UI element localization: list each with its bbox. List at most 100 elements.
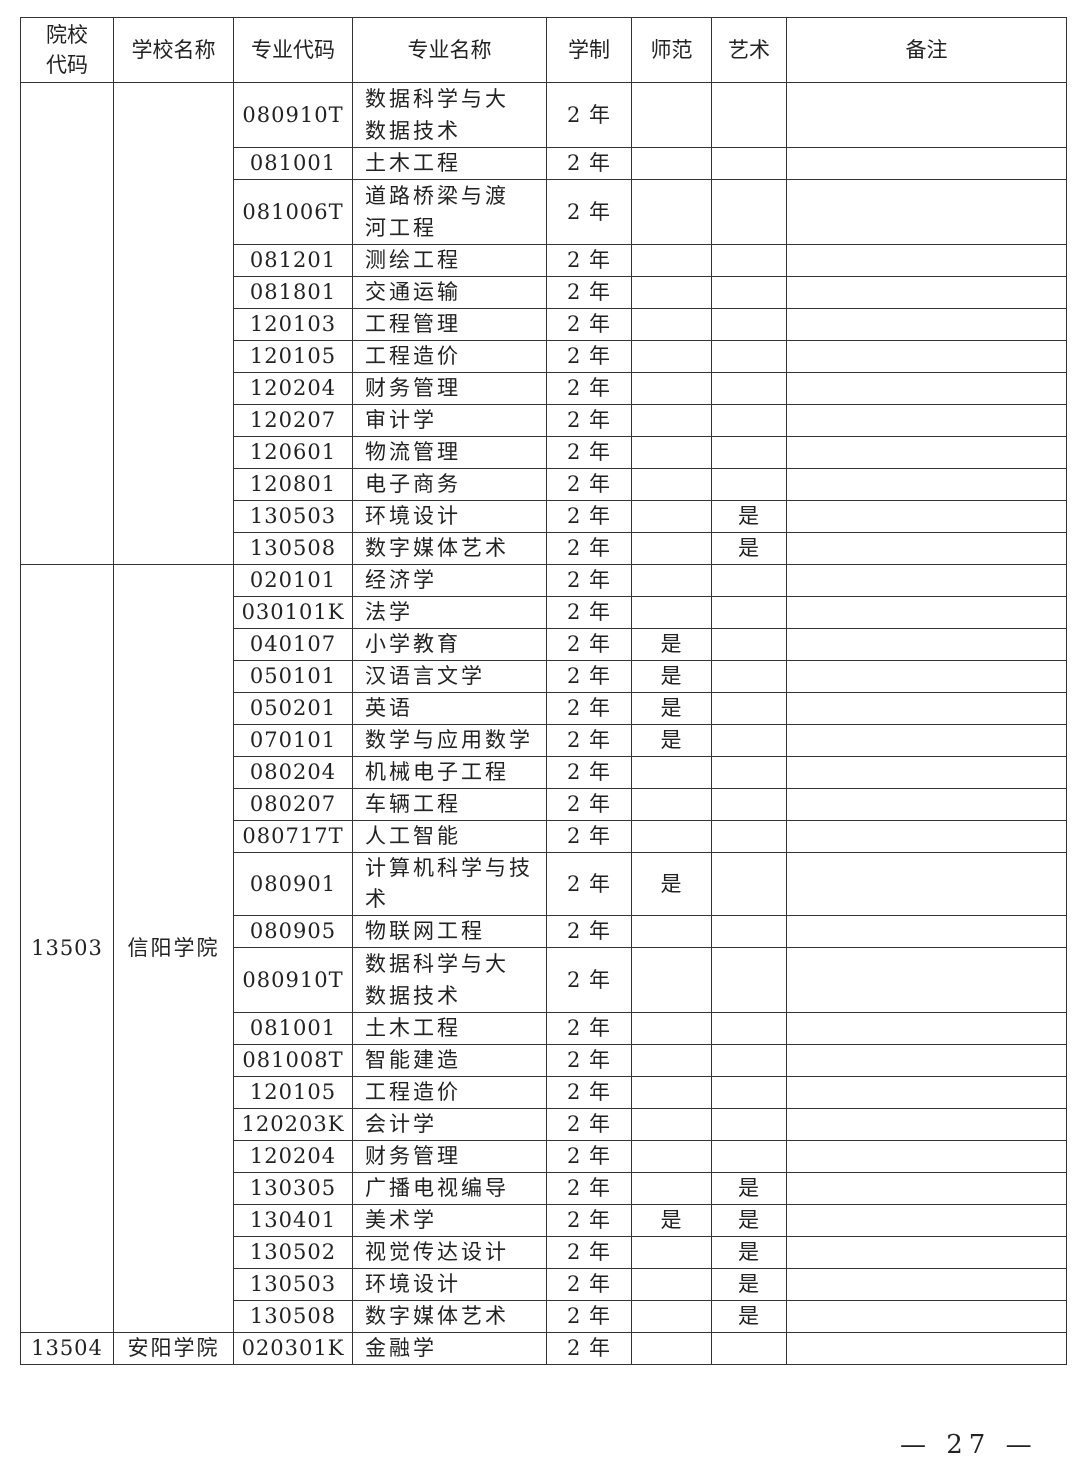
art-flag (711, 1044, 787, 1077)
major-name: 环境设计 (352, 500, 547, 533)
major-code: 080905 (233, 915, 353, 948)
normal-flag: 是 (631, 692, 712, 725)
table-row: 120204 财务管理 2 年 (21, 372, 1067, 405)
major-name: 法学 (352, 596, 547, 629)
major-code: 081001 (233, 1012, 353, 1045)
table-body: 080910T 数据科学与大数据技术 2 年 081001 土木工程 2 年 081006T… (20, 82, 1067, 1365)
header-school-name: 学校名称 (113, 17, 234, 83)
remarks (786, 1172, 1067, 1205)
duration: 2 年 (546, 1204, 632, 1237)
duration: 2 年 (546, 82, 632, 148)
art-flag (711, 1076, 787, 1109)
normal-flag (631, 1012, 712, 1045)
table-row: 081006T 道路桥梁与渡河工程 2 年 (21, 179, 1067, 245)
major-code: 120801 (233, 468, 353, 501)
table-row: 130503 环境设计 2 年 是 (21, 500, 1067, 533)
normal-flag (631, 947, 712, 1013)
table-row: 081801 交通运输 2 年 (21, 276, 1067, 309)
major-code: 080910T (233, 947, 353, 1013)
major-name: 会计学 (352, 1108, 547, 1141)
remarks (786, 628, 1067, 661)
major-code: 130508 (233, 532, 353, 565)
normal-flag (631, 564, 712, 597)
duration: 2 年 (546, 500, 632, 533)
table-row: 120204 财务管理 2 年 (21, 1140, 1067, 1173)
duration: 2 年 (546, 372, 632, 405)
school-name: 安阳学院 (113, 1332, 234, 1365)
normal-flag (631, 1300, 712, 1333)
normal-flag (631, 915, 712, 948)
art-flag: 是 (711, 1204, 787, 1237)
remarks (786, 1012, 1067, 1045)
art-flag (711, 947, 787, 1013)
major-code: 130508 (233, 1300, 353, 1333)
table-row: 120105 工程造价 2 年 (21, 340, 1067, 373)
remarks (786, 82, 1067, 148)
normal-flag (631, 1076, 712, 1109)
duration: 2 年 (546, 244, 632, 277)
remarks (786, 1268, 1067, 1301)
major-code: 130401 (233, 1204, 353, 1237)
normal-flag (631, 1236, 712, 1269)
normal-flag (631, 596, 712, 629)
remarks (786, 147, 1067, 180)
normal-flag (631, 756, 712, 789)
art-flag (711, 1140, 787, 1173)
major-name: 机械电子工程 (352, 756, 547, 789)
major-code: 020301K (233, 1332, 353, 1365)
major-name: 工程造价 (352, 1076, 547, 1109)
major-name: 工程造价 (352, 340, 547, 373)
remarks (786, 1140, 1067, 1173)
header-school-code: 院校代码 (20, 17, 114, 83)
normal-flag (631, 1044, 712, 1077)
header-major-name: 专业名称 (352, 17, 547, 83)
remarks (786, 468, 1067, 501)
normal-flag (631, 788, 712, 821)
duration: 2 年 (546, 564, 632, 597)
table-row: 080910T 数据科学与大数据技术 2 年 (20, 82, 1067, 565)
major-name: 财务管理 (352, 1140, 547, 1173)
remarks (786, 564, 1067, 597)
major-code: 120204 (233, 372, 353, 405)
major-code: 081201 (233, 244, 353, 277)
major-code: 080910T (233, 82, 353, 148)
normal-flag: 是 (631, 852, 712, 916)
remarks (786, 436, 1067, 469)
normal-flag (631, 179, 712, 245)
art-flag (711, 660, 787, 693)
major-name: 数据科学与大数据技术 (352, 82, 547, 148)
header-remarks: 备注 (786, 17, 1067, 83)
duration: 2 年 (546, 660, 632, 693)
major-name: 汉语言文学 (352, 660, 547, 693)
header-duration: 学制 (546, 17, 632, 83)
remarks (786, 308, 1067, 341)
major-name: 数字媒体艺术 (352, 1300, 547, 1333)
header-art: 艺术 (711, 17, 787, 83)
remarks (786, 660, 1067, 693)
major-code: 080717T (233, 820, 353, 853)
major-code: 120207 (233, 404, 353, 437)
art-flag (711, 596, 787, 629)
major-name: 土木工程 (352, 147, 547, 180)
art-flag (711, 1332, 787, 1365)
art-flag (711, 82, 787, 148)
remarks (786, 1108, 1067, 1141)
art-flag (711, 276, 787, 309)
major-name: 金融学 (352, 1332, 547, 1365)
remarks (786, 500, 1067, 533)
major-code: 120203K (233, 1108, 353, 1141)
duration: 2 年 (546, 724, 632, 757)
normal-flag (631, 276, 712, 309)
art-flag (711, 340, 787, 373)
art-flag: 是 (711, 1172, 787, 1205)
major-code: 120601 (233, 436, 353, 469)
normal-flag: 是 (631, 660, 712, 693)
duration: 2 年 (546, 788, 632, 821)
duration: 2 年 (546, 915, 632, 948)
major-name: 工程管理 (352, 308, 547, 341)
art-flag (711, 372, 787, 405)
duration: 2 年 (546, 1108, 632, 1141)
duration: 2 年 (546, 1076, 632, 1109)
normal-flag (631, 820, 712, 853)
normal-flag (631, 82, 712, 148)
